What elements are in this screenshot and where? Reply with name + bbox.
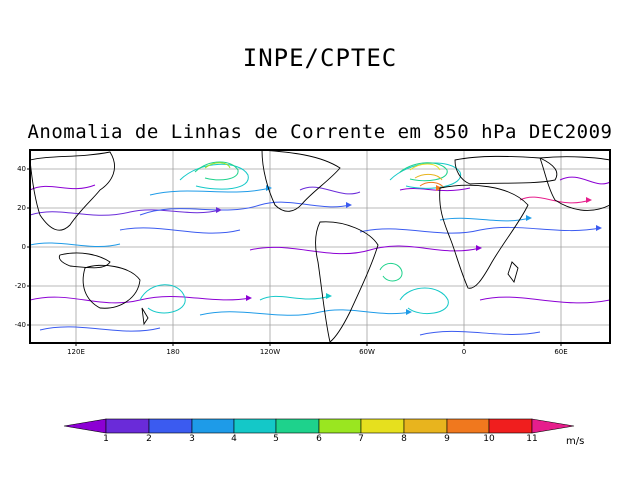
colorbar-label: 6 bbox=[316, 434, 322, 444]
colorbar-segment bbox=[148, 418, 193, 434]
colorbar-label: 4 bbox=[231, 434, 237, 444]
colorbar-label: 8 bbox=[401, 434, 407, 444]
stream-arrows bbox=[216, 185, 602, 315]
lat-label: 0 bbox=[21, 243, 26, 251]
lat-label: 40 bbox=[17, 165, 26, 173]
colorbar-label: 7 bbox=[358, 434, 364, 444]
colorbar-segment bbox=[318, 418, 362, 434]
colorbar-label: 9 bbox=[444, 434, 450, 444]
colorbar-segment bbox=[403, 418, 448, 434]
colorbar-label: 11 bbox=[526, 434, 538, 444]
lon-label: 120W bbox=[259, 348, 281, 356]
figure-subtitle: Anomalia de Linhas de Corrente em 850 hP… bbox=[27, 121, 613, 143]
colorbar bbox=[63, 418, 575, 434]
colorbar-label: 5 bbox=[273, 434, 279, 444]
colorbar-segment bbox=[446, 418, 490, 434]
colorbar-unit: m/s bbox=[566, 436, 585, 447]
colorbar-triangle-right bbox=[531, 418, 575, 434]
colorbar-segment bbox=[191, 418, 235, 434]
colorbar-segment bbox=[275, 418, 320, 434]
lon-label: 60E bbox=[554, 348, 568, 356]
colorbar-label: 10 bbox=[483, 434, 495, 444]
lat-label: -20 bbox=[14, 282, 26, 290]
map-area bbox=[30, 150, 610, 343]
lon-label: 0 bbox=[461, 348, 467, 356]
streamlines bbox=[30, 161, 610, 336]
lon-label: 60W bbox=[359, 348, 375, 356]
coastlines bbox=[30, 150, 610, 343]
lat-label: 20 bbox=[17, 204, 26, 212]
colorbar-segment bbox=[105, 418, 150, 434]
axis-ticks bbox=[27, 168, 562, 346]
lon-label: 120E bbox=[67, 348, 85, 356]
colorbar-label: 1 bbox=[103, 434, 109, 444]
colorbar-triangle-left bbox=[63, 418, 107, 434]
colorbar-segment bbox=[233, 418, 277, 434]
graticule bbox=[30, 150, 610, 343]
map-frame bbox=[29, 149, 611, 344]
colorbar-label: 3 bbox=[189, 434, 195, 444]
colorbar-segment bbox=[488, 418, 533, 434]
lon-label: 180 bbox=[166, 348, 180, 356]
colorbar-label: 2 bbox=[146, 434, 152, 444]
lat-label: -40 bbox=[14, 321, 26, 329]
colorbar-segment bbox=[360, 418, 405, 434]
figure-title: INPE/CPTEC bbox=[242, 44, 398, 72]
